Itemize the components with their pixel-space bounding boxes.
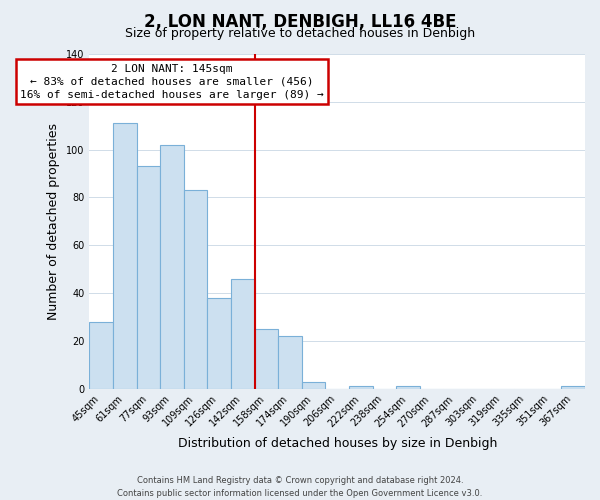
Bar (184, 190, 208, 389)
Text: 2 LON NANT: 145sqm
← 83% of detached houses are smaller (456)
16% of semi-detach: 2 LON NANT: 145sqm ← 83% of detached hou… (20, 64, 324, 100)
Text: 2, LON NANT, DENBIGH, LL16 4BE: 2, LON NANT, DENBIGH, LL16 4BE (144, 12, 456, 30)
Bar (208, 298, 231, 389)
Bar (349, 386, 373, 389)
Y-axis label: Number of detached properties: Number of detached properties (47, 123, 61, 320)
Bar (278, 336, 302, 389)
Bar (302, 382, 325, 389)
Text: Size of property relative to detached houses in Denbigh: Size of property relative to detached ho… (125, 28, 475, 40)
Text: Contains HM Land Registry data © Crown copyright and database right 2024.
Contai: Contains HM Land Registry data © Crown c… (118, 476, 482, 498)
Bar (89, 322, 113, 389)
Bar (396, 386, 420, 389)
Bar (113, 124, 137, 389)
Bar (562, 386, 585, 389)
Bar (254, 329, 278, 389)
Bar (231, 279, 254, 389)
X-axis label: Distribution of detached houses by size in Denbigh: Distribution of detached houses by size … (178, 437, 497, 450)
Bar (160, 145, 184, 389)
Bar (137, 166, 160, 389)
